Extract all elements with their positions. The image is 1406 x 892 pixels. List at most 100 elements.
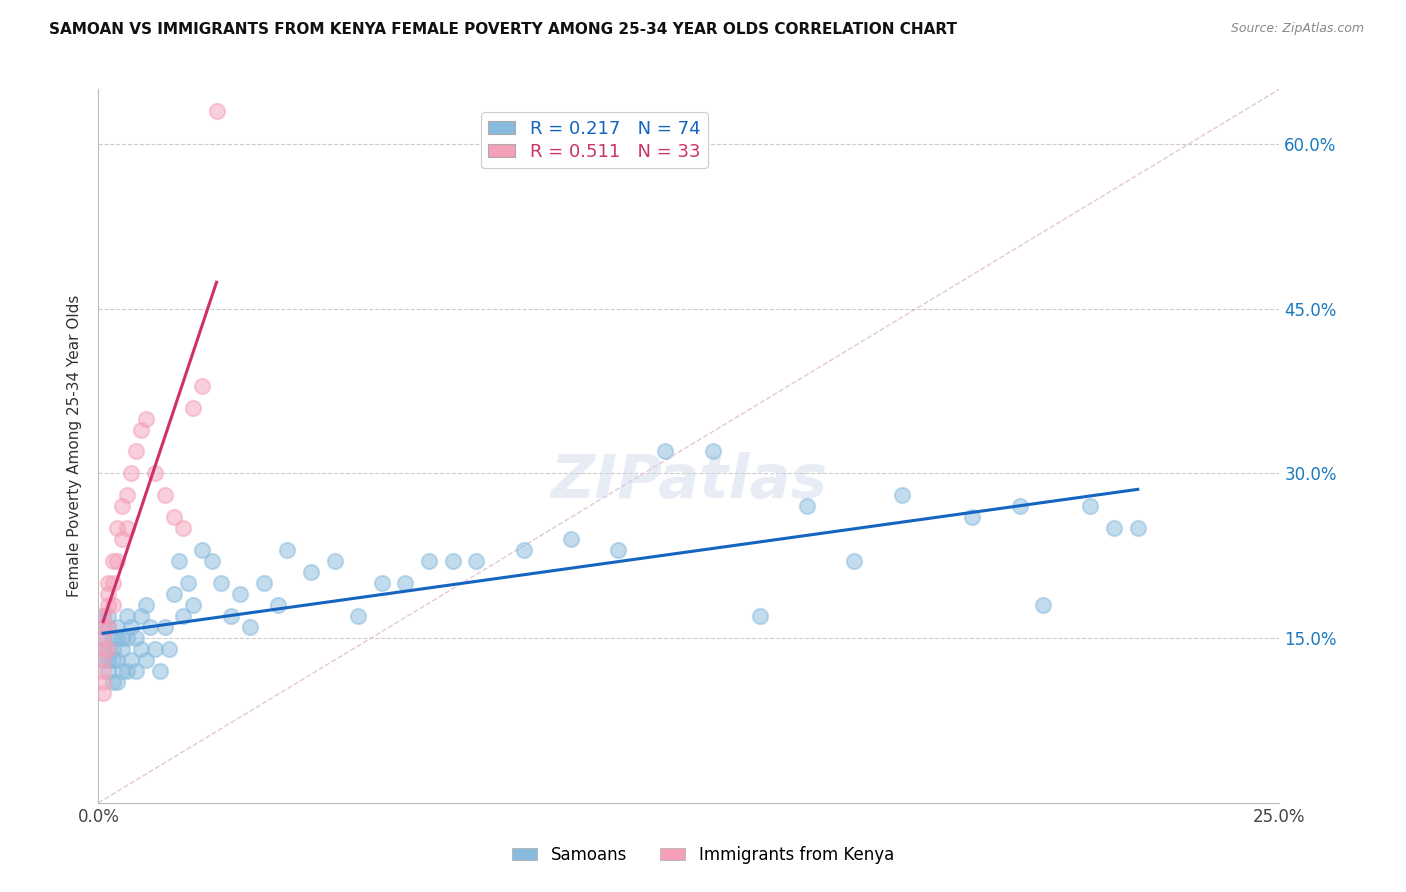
Point xyxy=(139,620,162,634)
Point xyxy=(253,576,276,591)
Point xyxy=(299,566,322,580)
Point xyxy=(91,653,114,667)
Point xyxy=(91,609,114,624)
Point xyxy=(115,521,138,535)
Point xyxy=(121,653,143,667)
Point xyxy=(129,609,152,624)
Point xyxy=(181,598,204,612)
Point xyxy=(97,620,120,634)
Point xyxy=(125,631,148,645)
Point xyxy=(135,653,157,667)
Point xyxy=(276,543,298,558)
Point xyxy=(267,598,290,612)
Point xyxy=(115,609,138,624)
Point xyxy=(143,467,166,481)
Point xyxy=(143,642,166,657)
Point xyxy=(796,500,818,514)
Point xyxy=(97,642,120,657)
Point xyxy=(105,653,128,667)
Point xyxy=(149,664,172,678)
Point xyxy=(101,653,124,667)
Point xyxy=(135,598,157,612)
Text: SAMOAN VS IMMIGRANTS FROM KENYA FEMALE POVERTY AMONG 25-34 YEAR OLDS CORRELATION: SAMOAN VS IMMIGRANTS FROM KENYA FEMALE P… xyxy=(49,22,957,37)
Point xyxy=(91,642,114,657)
Point xyxy=(105,554,128,568)
Point xyxy=(97,598,120,612)
Point xyxy=(97,664,120,678)
Point xyxy=(105,521,128,535)
Point xyxy=(890,488,912,502)
Point xyxy=(219,609,242,624)
Point xyxy=(115,631,138,645)
Point xyxy=(91,620,114,634)
Point xyxy=(111,533,134,547)
Point xyxy=(97,576,120,591)
Point xyxy=(239,620,262,634)
Point xyxy=(97,620,120,634)
Point xyxy=(153,488,176,502)
Point xyxy=(111,500,134,514)
Point xyxy=(1080,500,1102,514)
Point xyxy=(125,444,148,458)
Point xyxy=(101,642,124,657)
Point xyxy=(191,543,214,558)
Point xyxy=(121,620,143,634)
Point xyxy=(97,609,120,624)
Point xyxy=(91,653,114,667)
Point xyxy=(91,631,114,645)
Point xyxy=(1102,521,1125,535)
Point xyxy=(105,620,128,634)
Point xyxy=(167,554,190,568)
Point xyxy=(115,664,138,678)
Point xyxy=(209,576,232,591)
Point xyxy=(654,444,676,458)
Text: Source: ZipAtlas.com: Source: ZipAtlas.com xyxy=(1230,22,1364,36)
Legend: Samoans, Immigrants from Kenya: Samoans, Immigrants from Kenya xyxy=(506,839,900,871)
Point xyxy=(97,587,120,601)
Point xyxy=(101,631,124,645)
Point xyxy=(465,554,488,568)
Point xyxy=(101,576,124,591)
Point xyxy=(101,675,124,690)
Point xyxy=(191,378,214,392)
Point xyxy=(418,554,440,568)
Point xyxy=(101,598,124,612)
Point xyxy=(181,401,204,415)
Point xyxy=(105,631,128,645)
Point xyxy=(1126,521,1149,535)
Point xyxy=(97,642,120,657)
Point xyxy=(201,554,224,568)
Point xyxy=(157,642,180,657)
Point xyxy=(111,664,134,678)
Point xyxy=(172,521,194,535)
Point xyxy=(153,620,176,634)
Point xyxy=(163,510,186,524)
Point xyxy=(111,642,134,657)
Point xyxy=(607,543,630,558)
Point xyxy=(129,642,152,657)
Point xyxy=(135,411,157,425)
Point xyxy=(441,554,464,568)
Point xyxy=(91,686,114,700)
Point xyxy=(844,554,866,568)
Point xyxy=(163,587,186,601)
Point xyxy=(177,576,200,591)
Point xyxy=(91,675,114,690)
Point xyxy=(347,609,370,624)
Text: ZIPatlas: ZIPatlas xyxy=(550,452,828,511)
Point xyxy=(91,609,114,624)
Point xyxy=(91,664,114,678)
Point xyxy=(394,576,416,591)
Legend: R = 0.217   N = 74, R = 0.511   N = 33: R = 0.217 N = 74, R = 0.511 N = 33 xyxy=(481,112,707,169)
Point xyxy=(105,675,128,690)
Point xyxy=(1032,598,1054,612)
Point xyxy=(121,467,143,481)
Point xyxy=(111,631,134,645)
Point xyxy=(91,620,114,634)
Point xyxy=(371,576,394,591)
Point xyxy=(560,533,582,547)
Point xyxy=(129,423,152,437)
Point xyxy=(962,510,984,524)
Point xyxy=(323,554,346,568)
Point xyxy=(748,609,770,624)
